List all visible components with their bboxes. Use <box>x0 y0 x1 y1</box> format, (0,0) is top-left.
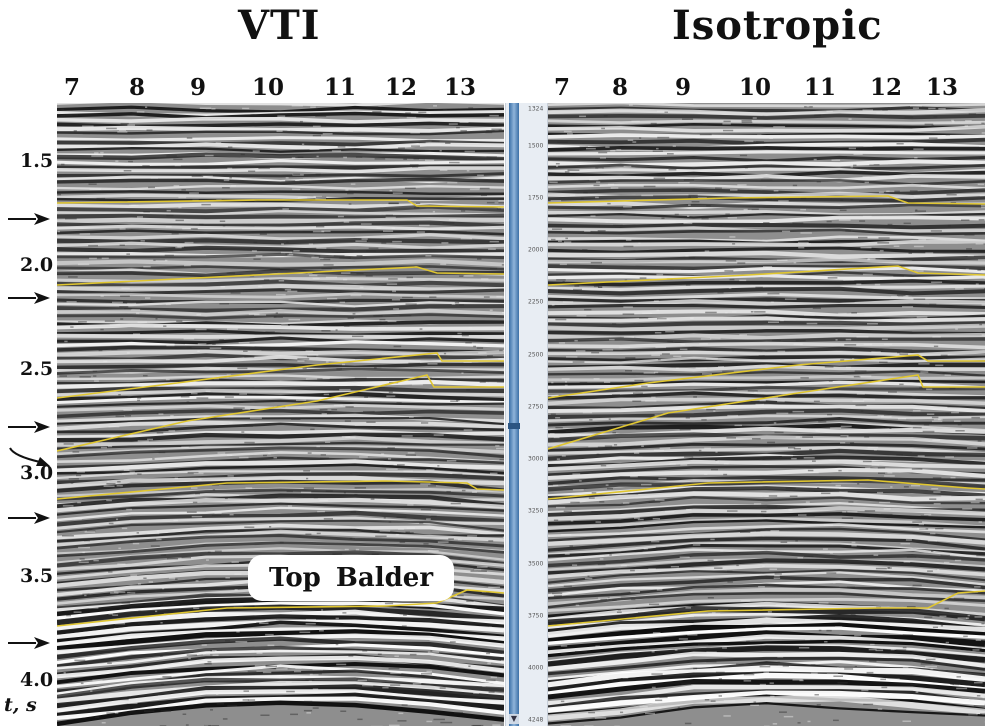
y-axis-label: t, s <box>4 694 37 716</box>
y-tick-3.5: 3.5 <box>20 565 54 588</box>
horizon-line <box>548 354 985 399</box>
horizon-arrow-icon <box>8 292 50 305</box>
depth-scale-bar[interactable]: ▼ 1324 1500 1750 2000 2250 2500 2750 3000 3250 35… <box>505 103 548 726</box>
horizon-line <box>57 266 504 286</box>
iso-x-tick-13: 13 <box>925 74 959 101</box>
horizon-line <box>548 195 985 205</box>
horizon-arrow-icon <box>8 420 50 433</box>
scale-label-3000: 3000 <box>528 455 544 463</box>
vti-x-tick-11: 11 <box>323 74 357 101</box>
y-tick-3.0: 3.0 <box>20 461 54 484</box>
scale-label-3250: 3250 <box>528 507 544 515</box>
horizon-line <box>548 479 985 500</box>
scrollbar-thumb[interactable] <box>508 423 520 429</box>
horizon-arrow-icon <box>8 213 50 226</box>
vti-seismic-panel <box>57 103 504 726</box>
vti-x-tick-8: 8 <box>128 74 146 101</box>
vti-x-tick-7: 7 <box>63 74 81 101</box>
isotropic-seismic-panel <box>548 103 985 726</box>
horizon-line <box>57 199 504 208</box>
horizon-line <box>548 265 985 286</box>
scale-label-1750: 1750 <box>528 194 544 202</box>
scale-label-2250: 2250 <box>528 298 544 306</box>
y-tick-4.0: 4.0 <box>20 669 54 692</box>
iso-x-tick-7: 7 <box>553 74 571 101</box>
iso-x-tick-12: 12 <box>869 74 903 101</box>
horizon-line <box>57 374 504 452</box>
vti-x-tick-13: 13 <box>443 74 477 101</box>
horizon-line <box>57 589 504 627</box>
horizon-line <box>548 374 985 450</box>
scroll-down-arrow-icon[interactable]: ▼ <box>509 714 519 724</box>
scale-label-4248: 4248 <box>528 716 544 724</box>
horizon-line <box>548 590 985 627</box>
scale-label-1500: 1500 <box>528 142 544 150</box>
scale-label-1324: 1324 <box>528 105 544 113</box>
iso-x-tick-11: 11 <box>803 74 837 101</box>
vti-x-tick-12: 12 <box>384 74 418 101</box>
scale-label-3500: 3500 <box>528 560 544 568</box>
left-panel-title: VTI <box>238 2 321 49</box>
y-tick-2.5: 2.5 <box>20 357 54 380</box>
vti-x-tick-10: 10 <box>251 74 285 101</box>
horizon-arrow-icon <box>8 512 50 525</box>
horizon-arrow-icon <box>9 447 50 467</box>
scale-label-4000: 4000 <box>528 664 544 672</box>
scrollbar-track[interactable] <box>509 103 519 726</box>
iso-x-tick-8: 8 <box>611 74 629 101</box>
iso-x-tick-9: 9 <box>674 74 692 101</box>
y-tick-1.5: 1.5 <box>20 150 54 173</box>
horizon-line <box>57 480 504 500</box>
scale-label-2500: 2500 <box>528 351 544 359</box>
scale-label-2000: 2000 <box>528 246 544 254</box>
y-tick-2.0: 2.0 <box>20 253 54 276</box>
iso-x-tick-10: 10 <box>738 74 772 101</box>
vti-x-tick-9: 9 <box>189 74 207 101</box>
top-balder-callout: Top Balder <box>248 555 454 601</box>
right-panel-title: Isotropic <box>672 2 883 49</box>
horizon-arrow-icon <box>8 636 50 649</box>
scale-label-3750: 3750 <box>528 612 544 620</box>
scale-label-2750: 2750 <box>528 403 544 411</box>
horizon-line <box>57 352 504 399</box>
